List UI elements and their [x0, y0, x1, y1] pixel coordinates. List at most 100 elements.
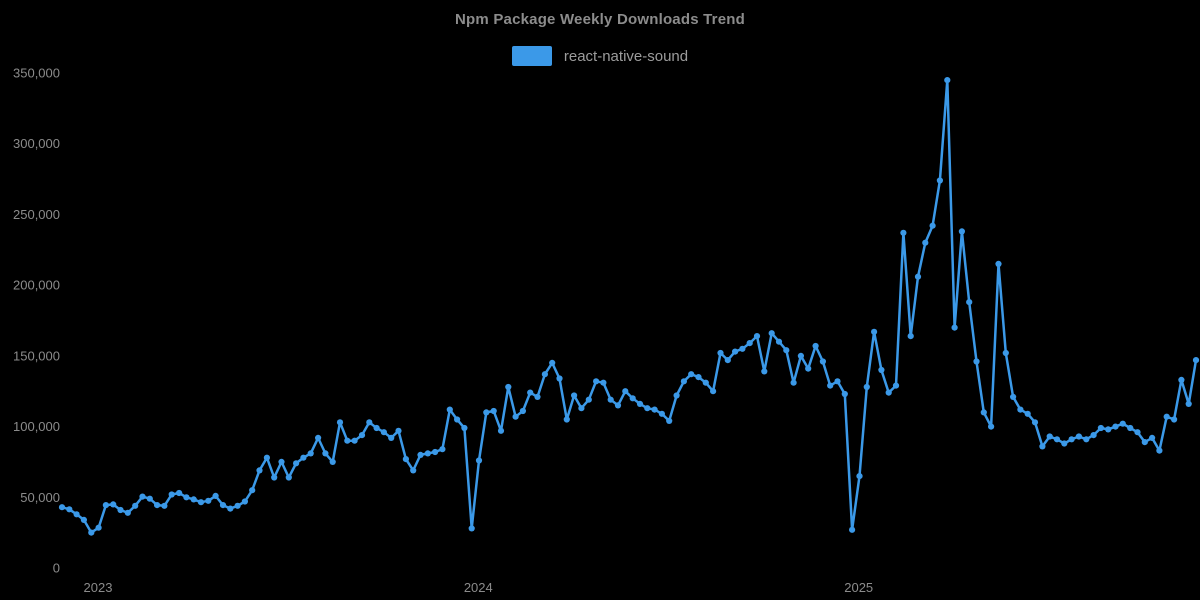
data-point-marker[interactable]	[307, 450, 314, 457]
data-point-marker[interactable]	[995, 260, 1002, 267]
data-point-marker[interactable]	[746, 340, 753, 347]
data-point-marker[interactable]	[1134, 429, 1141, 436]
data-point-marker[interactable]	[278, 458, 285, 465]
data-point-marker[interactable]	[666, 417, 673, 424]
data-point-marker[interactable]	[1156, 447, 1163, 454]
data-point-marker[interactable]	[73, 511, 80, 518]
data-point-marker[interactable]	[402, 456, 409, 463]
data-point-marker[interactable]	[461, 424, 468, 432]
data-point-marker[interactable]	[658, 410, 666, 417]
data-point-marker[interactable]	[556, 375, 563, 382]
data-point-marker[interactable]	[497, 427, 505, 434]
data-point-marker[interactable]	[373, 424, 380, 432]
data-point-marker[interactable]	[1178, 376, 1185, 383]
data-point-marker[interactable]	[1039, 443, 1046, 450]
data-point-marker[interactable]	[315, 434, 322, 441]
data-point-marker[interactable]	[1112, 423, 1119, 430]
data-point-marker[interactable]	[585, 396, 592, 403]
data-point-marker[interactable]	[212, 492, 219, 499]
data-point-marker[interactable]	[629, 395, 636, 402]
data-point-marker[interactable]	[885, 389, 892, 396]
data-point-marker[interactable]	[439, 446, 446, 453]
data-point-marker[interactable]	[88, 529, 95, 536]
data-point-marker[interactable]	[607, 396, 614, 403]
data-point-marker[interactable]	[827, 382, 834, 389]
data-point-marker[interactable]	[1163, 413, 1170, 420]
data-point-marker[interactable]	[395, 427, 402, 434]
data-point-marker[interactable]	[410, 467, 417, 474]
data-point-marker[interactable]	[1105, 426, 1112, 433]
data-point-marker[interactable]	[139, 493, 146, 500]
data-point-marker[interactable]	[534, 393, 541, 400]
data-point-marker[interactable]	[549, 359, 556, 366]
data-point-marker[interactable]	[1046, 433, 1053, 440]
data-point-marker[interactable]	[505, 383, 512, 391]
data-point-marker[interactable]	[541, 371, 549, 378]
data-point-marker[interactable]	[519, 407, 527, 415]
data-point-marker[interactable]	[739, 345, 746, 352]
data-point-marker[interactable]	[322, 450, 329, 457]
data-point-marker[interactable]	[366, 419, 373, 426]
data-point-marker[interactable]	[936, 177, 944, 184]
data-point-marker[interactable]	[446, 406, 453, 413]
data-point-marker[interactable]	[790, 379, 797, 386]
data-point-marker[interactable]	[1083, 436, 1090, 443]
data-point-marker[interactable]	[1075, 433, 1082, 440]
data-point-marker[interactable]	[527, 389, 534, 396]
data-point-marker[interactable]	[783, 347, 790, 354]
data-point-marker[interactable]	[710, 388, 717, 395]
data-point-marker[interactable]	[176, 489, 183, 497]
data-point-marker[interactable]	[622, 388, 629, 395]
data-point-marker[interactable]	[695, 374, 702, 381]
data-point-marker[interactable]	[219, 502, 227, 509]
data-point-marker[interactable]	[878, 366, 885, 374]
data-point-marker[interactable]	[154, 502, 161, 509]
data-point-marker[interactable]	[863, 383, 870, 391]
data-point-marker[interactable]	[1141, 439, 1148, 446]
data-point-marker[interactable]	[344, 437, 351, 444]
data-point-marker[interactable]	[614, 402, 622, 409]
data-point-marker[interactable]	[249, 487, 256, 494]
data-point-marker[interactable]	[1053, 436, 1061, 443]
data-point-marker[interactable]	[1002, 349, 1009, 357]
data-point-marker[interactable]	[651, 406, 658, 413]
data-point-marker[interactable]	[1090, 432, 1097, 439]
data-point-marker[interactable]	[454, 416, 461, 423]
data-point-marker[interactable]	[197, 499, 205, 506]
data-point-marker[interactable]	[329, 458, 336, 465]
data-point-marker[interactable]	[241, 498, 248, 505]
data-point-marker[interactable]	[358, 432, 366, 439]
data-point-marker[interactable]	[724, 357, 731, 364]
data-point-marker[interactable]	[117, 506, 124, 514]
data-point-marker[interactable]	[680, 378, 688, 385]
data-point-marker[interactable]	[380, 429, 387, 436]
data-point-marker[interactable]	[183, 494, 190, 501]
data-point-marker[interactable]	[688, 371, 695, 378]
data-point-marker[interactable]	[673, 392, 680, 399]
data-point-marker[interactable]	[929, 222, 936, 229]
data-point-marker[interactable]	[95, 524, 102, 531]
data-point-marker[interactable]	[973, 358, 980, 365]
data-point-marker[interactable]	[66, 506, 73, 513]
data-point-marker[interactable]	[834, 378, 841, 385]
data-point-marker[interactable]	[1068, 436, 1075, 443]
data-point-marker[interactable]	[285, 474, 292, 481]
data-point-marker[interactable]	[1097, 424, 1104, 432]
data-point-marker[interactable]	[227, 505, 234, 512]
data-point-marker[interactable]	[417, 451, 424, 458]
data-point-marker[interactable]	[1031, 419, 1039, 426]
data-point-marker[interactable]	[1017, 406, 1024, 413]
data-point-marker[interactable]	[388, 434, 395, 441]
data-point-marker[interactable]	[300, 454, 307, 461]
data-point-marker[interactable]	[702, 379, 709, 386]
data-point-marker[interactable]	[980, 409, 987, 416]
data-point-marker[interactable]	[578, 405, 585, 412]
data-point-marker[interactable]	[871, 328, 878, 335]
data-point-marker[interactable]	[1149, 434, 1156, 441]
data-point-marker[interactable]	[600, 379, 607, 386]
data-point-marker[interactable]	[263, 454, 270, 461]
data-point-marker[interactable]	[563, 416, 570, 423]
data-point-marker[interactable]	[951, 324, 958, 331]
data-point-marker[interactable]	[168, 491, 175, 498]
data-point-marker[interactable]	[512, 413, 519, 420]
